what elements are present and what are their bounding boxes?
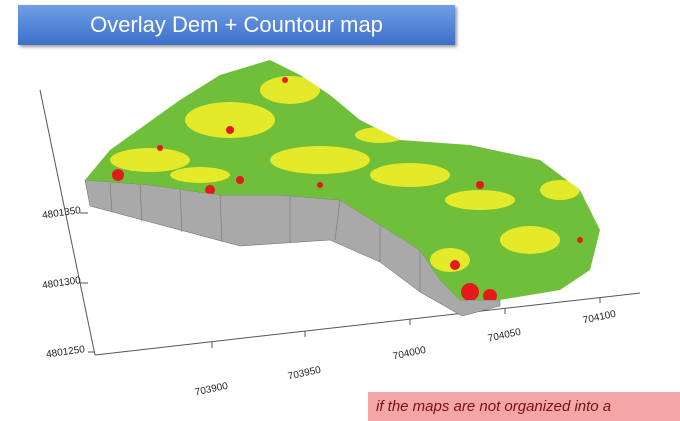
x-tick-label: 703950 <box>287 365 322 383</box>
x-tick-label: 704100 <box>582 309 617 327</box>
x-tick-labels: 703900 703950 704000 704050 704100 <box>194 309 617 399</box>
dem-surface <box>80 55 610 305</box>
y-tick-labels: 4801350 4801300 4801250 <box>41 205 86 360</box>
slide: 4801350 4801300 4801250 703900 703950 70… <box>0 0 680 421</box>
x-tick-label: 704050 <box>487 327 522 345</box>
x-tick-label: 703900 <box>194 381 229 399</box>
x-tick-label: 704000 <box>392 345 427 363</box>
y-tick-label: 4801250 <box>45 344 86 360</box>
dem-view: 4801350 4801300 4801250 703900 703950 70… <box>0 0 680 421</box>
slide-title: Overlay Dem + Countour map <box>18 5 455 45</box>
y-tick-label: 4801300 <box>41 275 82 291</box>
y-tick-label: 4801350 <box>41 205 82 221</box>
note: if the maps are not organized into a <box>368 392 680 421</box>
